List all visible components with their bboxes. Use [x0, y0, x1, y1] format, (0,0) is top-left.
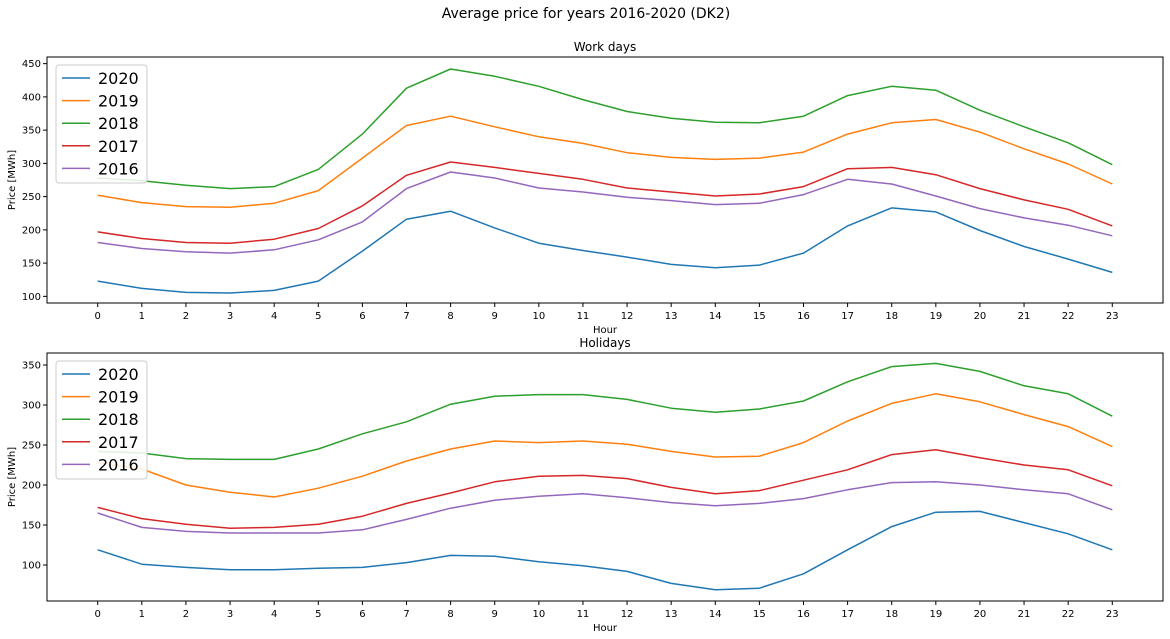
series-line-2019 — [97, 393, 1113, 498]
x-tick-label: 13 — [665, 311, 678, 322]
chart-title: Work days — [574, 40, 637, 54]
x-tick-label: 5 — [315, 609, 321, 620]
x-tick-label: 22 — [1062, 311, 1075, 322]
x-tick-label: 13 — [665, 609, 678, 620]
x-tick-label: 1 — [139, 311, 145, 322]
legend-box — [55, 360, 148, 480]
legend-label-2020: 2020 — [98, 69, 139, 88]
y-tick-label: 350 — [22, 126, 41, 137]
plot-area — [46, 56, 1164, 304]
x-tick-label: 9 — [492, 311, 498, 322]
legend-label-2016: 2016 — [98, 455, 139, 474]
x-tick-label: 4 — [271, 311, 277, 322]
x-tick-label: 10 — [532, 311, 545, 322]
x-tick-label: 15 — [753, 609, 766, 620]
x-tick-label: 6 — [359, 311, 365, 322]
x-tick-label: 12 — [621, 609, 634, 620]
x-tick-label: 20 — [974, 609, 987, 620]
plot-area — [46, 352, 1164, 602]
legend-label-2019: 2019 — [98, 92, 139, 111]
x-tick-label: 16 — [797, 311, 810, 322]
legend-label-2018: 2018 — [98, 410, 139, 429]
x-tick-label: 7 — [403, 609, 409, 620]
series-line-2018 — [97, 362, 1113, 461]
figure-title: Average price for years 2016-2020 (DK2) — [442, 6, 730, 22]
x-tick-label: 11 — [577, 311, 590, 322]
x-tick-label: 6 — [359, 609, 365, 620]
x-tick-label: 21 — [1018, 609, 1031, 620]
series-line-2019 — [97, 115, 1113, 209]
legend-label-2019: 2019 — [98, 388, 139, 407]
y-axis-label: Price [MWh] — [7, 447, 18, 507]
x-tick-label: 17 — [841, 311, 854, 322]
x-tick-label: 23 — [1106, 609, 1119, 620]
x-tick-label: 9 — [492, 609, 498, 620]
y-axis-label: Price [MWh] — [7, 150, 18, 210]
x-tick-label: 21 — [1018, 311, 1031, 322]
x-tick-label: 22 — [1062, 609, 1075, 620]
series-line-2016 — [97, 171, 1113, 254]
legend-label-2017: 2017 — [98, 433, 139, 452]
y-tick-label: 200 — [22, 481, 41, 492]
y-tick-label: 450 — [22, 59, 41, 70]
x-tick-label: 1 — [139, 609, 145, 620]
x-tick-label: 8 — [447, 609, 453, 620]
x-tick-label: 7 — [403, 311, 409, 322]
y-tick-label: 250 — [22, 192, 41, 203]
x-tick-label: 14 — [709, 311, 722, 322]
x-tick-label: 0 — [95, 311, 101, 322]
series-line-2017 — [97, 449, 1113, 529]
x-tick-label: 8 — [447, 311, 453, 322]
x-tick-label: 15 — [753, 311, 766, 322]
chart-title: Holidays — [579, 336, 630, 350]
x-tick-label: 18 — [885, 609, 898, 620]
x-axis-label: Hour — [593, 325, 618, 336]
y-tick-label: 100 — [22, 561, 41, 572]
x-tick-label: 2 — [183, 311, 189, 322]
legend-label-2020: 2020 — [98, 365, 139, 384]
legend-label-2016: 2016 — [98, 159, 139, 178]
x-tick-label: 3 — [227, 311, 233, 322]
x-tick-label: 5 — [315, 311, 321, 322]
y-tick-label: 200 — [22, 225, 41, 236]
x-tick-label: 14 — [709, 609, 722, 620]
x-tick-label: 19 — [929, 609, 942, 620]
series-line-2020 — [97, 510, 1113, 591]
x-tick-label: 10 — [532, 609, 545, 620]
series-line-2018 — [97, 68, 1113, 190]
x-tick-label: 16 — [797, 609, 810, 620]
series-line-2020 — [97, 207, 1113, 294]
y-tick-label: 100 — [22, 292, 41, 303]
x-tick-label: 23 — [1106, 311, 1119, 322]
legend: 2020 2019 2018 2017 2016 — [55, 360, 148, 480]
legend-box — [55, 64, 148, 184]
x-tick-label: 17 — [841, 609, 854, 620]
x-tick-label: 19 — [929, 311, 942, 322]
y-tick-label: 300 — [22, 401, 41, 412]
y-tick-label: 400 — [22, 92, 41, 103]
y-tick-label: 300 — [22, 159, 41, 170]
x-tick-label: 4 — [271, 609, 277, 620]
series-line-2016 — [97, 481, 1113, 534]
y-tick-label: 150 — [22, 521, 41, 532]
series-line-2017 — [97, 161, 1113, 244]
legend-label-2017: 2017 — [98, 137, 139, 156]
x-tick-label: 12 — [621, 311, 634, 322]
x-tick-label: 20 — [974, 311, 987, 322]
legend-label-2018: 2018 — [98, 114, 139, 133]
y-tick-label: 350 — [22, 361, 41, 372]
y-tick-label: 150 — [22, 259, 41, 270]
x-tick-label: 18 — [885, 311, 898, 322]
x-axis-label: Hour — [593, 623, 618, 634]
x-tick-label: 0 — [95, 609, 101, 620]
legend: 2020 2019 2018 2017 2016 — [55, 64, 148, 184]
x-tick-label: 11 — [577, 609, 590, 620]
x-tick-label: 2 — [183, 609, 189, 620]
x-tick-label: 3 — [227, 609, 233, 620]
y-tick-label: 250 — [22, 441, 41, 452]
